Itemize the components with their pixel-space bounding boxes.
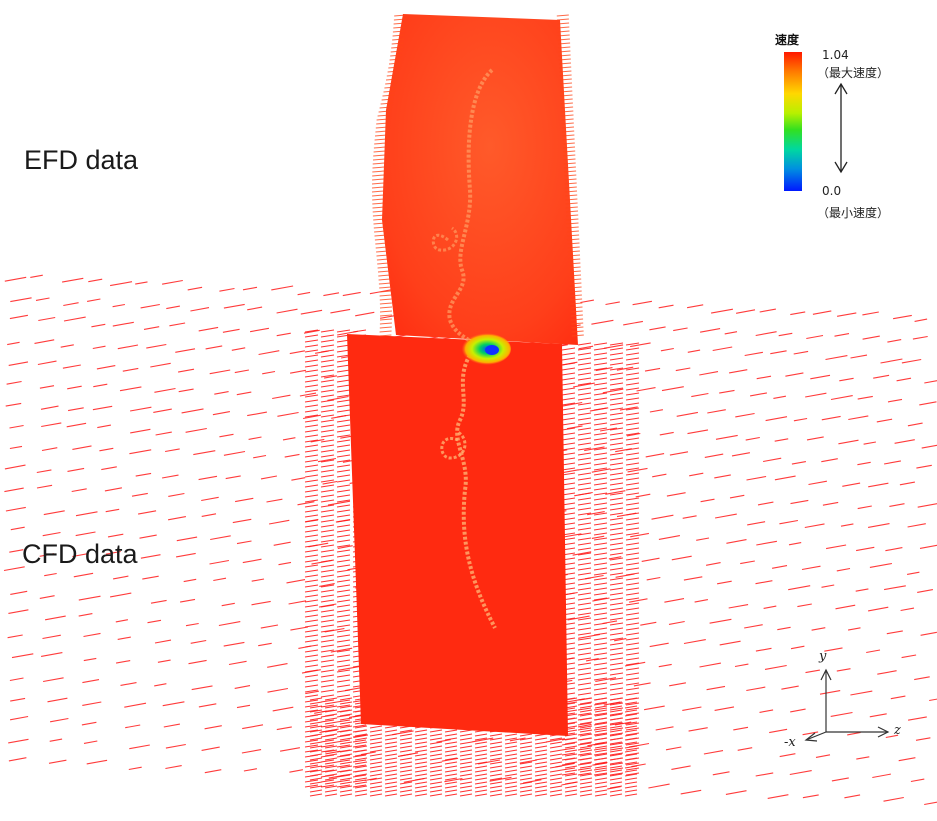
legend-min-note: （最小速度）: [817, 206, 890, 220]
efd-volume-edge: [371, 14, 584, 337]
efd-vortex-track: [447, 68, 494, 347]
legend-max-note: （最大速度）: [817, 66, 890, 80]
axis-z-label: z: [894, 723, 901, 738]
efd-velocity-volume: [382, 14, 578, 345]
cfd-vortex-loop: [440, 430, 467, 460]
cfd-velocity-slab: [347, 334, 568, 736]
legend-color-bar: [784, 52, 802, 191]
cfd-box-hatching: [304, 329, 640, 797]
cfd-data-label: CFD data: [22, 539, 138, 569]
low-velocity-core: [485, 345, 499, 355]
efd-vortex-loop: [431, 226, 459, 252]
legend-min-value: 0.0: [822, 184, 842, 198]
efd-data-label: EFD data: [24, 145, 139, 175]
low-velocity-spot: [459, 333, 511, 365]
axis-x-label: -x: [784, 735, 796, 750]
legend-title: 速度: [775, 33, 800, 47]
cfd-vortex-track: [455, 353, 497, 629]
axis-y-label: y: [819, 649, 827, 664]
axis-triad: [804, 668, 890, 742]
legend-max-value: 1.04: [822, 48, 849, 62]
legend-range-arrow: [834, 82, 848, 174]
